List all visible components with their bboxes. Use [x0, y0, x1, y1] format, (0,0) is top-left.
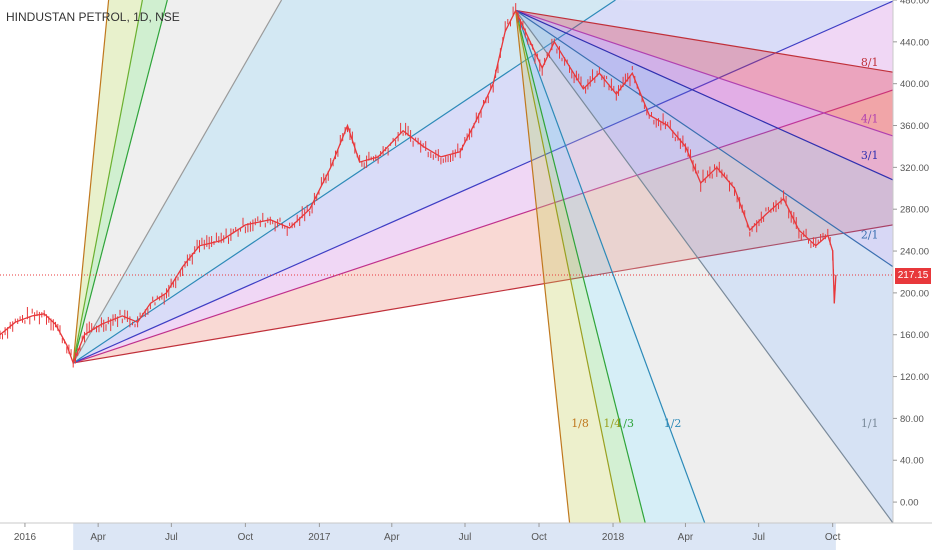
fan-label: 1/3 — [616, 417, 634, 430]
fan-label: 1/8 — [571, 417, 589, 430]
x-tick-label: Jul — [459, 532, 472, 543]
x-tick-label: Apr — [384, 532, 400, 543]
fan-line-1-8 — [72, 0, 110, 364]
x-tick-label: Apr — [678, 532, 694, 543]
x-tick-label: Jul — [165, 532, 178, 543]
y-tick-label: 160.00 — [900, 330, 929, 341]
x-tick-label: 2018 — [602, 532, 625, 543]
fan-line-1-4 — [515, 10, 621, 523]
fan-line-1-3 — [72, 0, 168, 364]
fan-line-1-4 — [72, 0, 143, 364]
price-series — [0, 3, 837, 368]
fan-label: 4/1 — [861, 112, 879, 125]
last-price-tag: 217.15 — [895, 268, 931, 284]
fan-line-4-1 — [73, 89, 893, 364]
fan-line-2-1 — [515, 9, 893, 268]
x-tick-label: Apr — [90, 532, 106, 543]
gann-fan-2: 8/1 4/1 3/1 2/1 1/1 1/2 1/31/4 1/8 — [515, 9, 893, 523]
fan-line-1-3 — [515, 10, 646, 523]
fan-line-8-1 — [73, 224, 893, 364]
fan-line-1-2 — [515, 10, 706, 523]
y-tick-label: 480.00 — [900, 0, 929, 7]
fan-label: 1/2 — [664, 417, 682, 430]
x-tick-label: Oct — [825, 532, 841, 543]
fan-line-3-1 — [515, 9, 893, 181]
fan-line-3-1 — [72, 0, 893, 364]
fan-line-8-1 — [515, 9, 893, 73]
y-tick-label: 320.00 — [900, 163, 929, 174]
time-axis-highlight — [73, 523, 836, 550]
fan-line-1-2 — [72, 0, 283, 364]
y-tick-label: 80.00 — [900, 414, 924, 425]
x-tick-label: 2016 — [14, 532, 37, 543]
y-tick-label: 40.00 — [900, 456, 924, 467]
y-tick-label: 0.00 — [900, 498, 919, 509]
fan-label: 1/1 — [861, 417, 879, 430]
x-tick-label: Oct — [238, 532, 254, 543]
y-tick-label: 240.00 — [900, 247, 929, 258]
y-tick-label: 440.00 — [900, 37, 929, 48]
gann-fan-1 — [72, 0, 893, 364]
y-tick-label: 200.00 — [900, 288, 929, 299]
fan-line-1-8 — [515, 10, 571, 523]
fan-label: 1/4 — [603, 417, 621, 430]
fan-line-1-1 — [515, 10, 893, 523]
chart-title: HINDUSTAN PETROL, 1D, NSE — [6, 10, 180, 24]
fan-label: 2/1 — [861, 228, 879, 241]
y-tick-label: 360.00 — [900, 121, 929, 132]
fan-label: 3/1 — [861, 149, 879, 162]
x-tick-label: Oct — [531, 532, 547, 543]
x-tick-label: Jul — [752, 532, 765, 543]
fan-line-4-1 — [515, 9, 893, 137]
y-tick-label: 280.00 — [900, 205, 929, 216]
fan-label: 8/1 — [861, 56, 879, 69]
x-tick-label: 2017 — [308, 532, 331, 543]
y-tick-label: 400.00 — [900, 79, 929, 90]
fan-line-1-1 — [72, 0, 616, 364]
y-tick-label: 120.00 — [900, 372, 929, 383]
plot-area: 8/1 4/1 3/1 2/1 1/1 1/2 1/31/4 1/8 — [0, 0, 893, 523]
